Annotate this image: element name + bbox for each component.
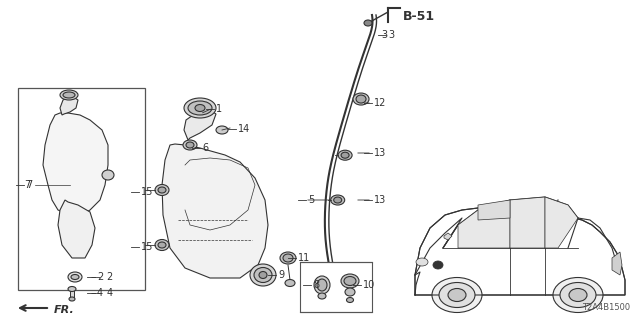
Text: 9: 9 <box>278 270 284 280</box>
Ellipse shape <box>68 286 76 292</box>
Ellipse shape <box>216 126 228 134</box>
Ellipse shape <box>333 197 342 203</box>
Text: 2: 2 <box>97 272 103 282</box>
Ellipse shape <box>553 277 603 313</box>
Text: 7: 7 <box>26 180 32 190</box>
Ellipse shape <box>331 195 345 205</box>
Text: FR.: FR. <box>54 305 75 315</box>
Text: 10: 10 <box>363 280 375 290</box>
Polygon shape <box>545 197 578 248</box>
Ellipse shape <box>356 95 366 103</box>
Ellipse shape <box>158 187 166 193</box>
Ellipse shape <box>346 298 353 302</box>
Polygon shape <box>43 113 108 215</box>
Ellipse shape <box>364 20 372 26</box>
Text: —  2: — 2 <box>91 272 113 282</box>
Text: T2A4B1500: T2A4B1500 <box>582 303 630 312</box>
Ellipse shape <box>183 140 197 150</box>
Ellipse shape <box>68 272 82 282</box>
Text: 8: 8 <box>313 280 319 290</box>
FancyBboxPatch shape <box>300 262 372 312</box>
Ellipse shape <box>318 293 326 299</box>
Ellipse shape <box>155 239 169 251</box>
Text: 15: 15 <box>141 242 154 252</box>
Polygon shape <box>458 200 510 248</box>
Ellipse shape <box>158 242 166 248</box>
Ellipse shape <box>341 274 359 288</box>
Ellipse shape <box>433 261 443 269</box>
Text: 11: 11 <box>298 253 310 263</box>
Ellipse shape <box>338 150 352 160</box>
Text: B-51: B-51 <box>403 10 435 22</box>
Ellipse shape <box>341 152 349 158</box>
Polygon shape <box>70 289 74 298</box>
Ellipse shape <box>250 264 276 286</box>
Text: 1: 1 <box>216 104 222 114</box>
Ellipse shape <box>344 276 356 285</box>
Text: 13: 13 <box>374 195 387 205</box>
Polygon shape <box>60 96 78 115</box>
Ellipse shape <box>439 283 475 308</box>
Text: 5: 5 <box>308 195 314 205</box>
Ellipse shape <box>184 98 216 118</box>
Ellipse shape <box>195 105 205 111</box>
Ellipse shape <box>69 297 75 301</box>
Text: 3: 3 <box>388 30 394 40</box>
Ellipse shape <box>448 289 466 301</box>
Ellipse shape <box>186 142 194 148</box>
Text: 7: 7 <box>24 180 30 190</box>
Ellipse shape <box>188 101 212 115</box>
Polygon shape <box>162 144 268 278</box>
Polygon shape <box>184 110 216 140</box>
Ellipse shape <box>432 277 482 313</box>
Text: 6: 6 <box>202 143 208 153</box>
Polygon shape <box>510 197 545 248</box>
Text: 3: 3 <box>381 30 387 40</box>
Polygon shape <box>58 200 95 258</box>
Ellipse shape <box>416 258 428 266</box>
FancyBboxPatch shape <box>18 88 145 290</box>
Ellipse shape <box>155 185 169 196</box>
Ellipse shape <box>285 279 295 286</box>
Ellipse shape <box>71 275 79 279</box>
Ellipse shape <box>283 254 293 262</box>
Ellipse shape <box>60 90 78 100</box>
Text: 4: 4 <box>97 288 103 298</box>
Polygon shape <box>444 233 452 240</box>
Ellipse shape <box>280 252 296 264</box>
Ellipse shape <box>102 170 114 180</box>
Polygon shape <box>415 207 625 295</box>
Text: 14: 14 <box>238 124 250 134</box>
Text: 15: 15 <box>141 187 154 197</box>
Polygon shape <box>478 200 510 220</box>
Text: 13: 13 <box>374 148 387 158</box>
Text: 12: 12 <box>374 98 387 108</box>
Polygon shape <box>612 252 622 275</box>
Ellipse shape <box>63 92 75 98</box>
Ellipse shape <box>317 279 327 291</box>
Ellipse shape <box>560 283 596 308</box>
Ellipse shape <box>353 93 369 105</box>
Ellipse shape <box>314 276 330 294</box>
Ellipse shape <box>345 288 355 296</box>
Ellipse shape <box>259 271 267 278</box>
Ellipse shape <box>569 289 587 301</box>
Ellipse shape <box>254 268 272 283</box>
Text: —  4: — 4 <box>91 288 113 298</box>
